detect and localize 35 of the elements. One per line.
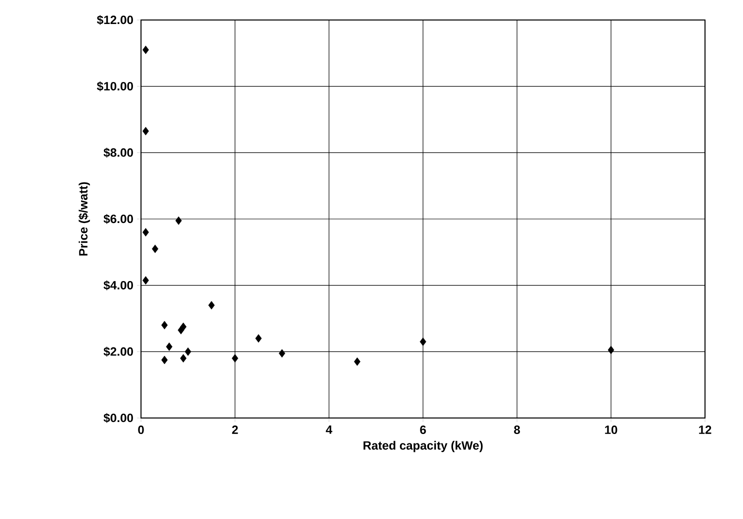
- y-tick-label: $0.00: [104, 413, 133, 423]
- point: [232, 354, 238, 362]
- point: [142, 126, 149, 136]
- point: [420, 338, 426, 346]
- point: [208, 301, 215, 310]
- y-tick-label: $6.00: [104, 214, 133, 224]
- point: [142, 276, 149, 285]
- x-tick-label: 2: [232, 426, 238, 434]
- y-tick-label: $2.00: [104, 346, 133, 357]
- point: [180, 322, 187, 331]
- y-axis-title: Price ($/watt): [78, 182, 90, 256]
- point: [142, 46, 149, 54]
- x-tick-label: 4: [326, 426, 332, 434]
- y-tick-label: $12.00: [96, 15, 133, 25]
- y-tick-label: $4.00: [104, 280, 133, 290]
- point: [608, 346, 614, 354]
- x-tick-label: 12: [699, 426, 712, 434]
- x-tick-label: 8: [514, 426, 520, 434]
- point: [161, 320, 168, 330]
- point: [278, 349, 286, 358]
- point: [161, 356, 168, 364]
- point: [152, 244, 158, 254]
- x-axis-title: Rated capacity (kWe): [364, 440, 483, 452]
- y-tick-label: $8.00: [104, 148, 133, 158]
- point: [354, 357, 360, 366]
- x-tick-label: 6: [420, 426, 426, 434]
- y-tick-label: $10.00: [96, 81, 133, 92]
- point: [255, 334, 262, 343]
- point: [184, 347, 192, 356]
- x-tick-label: 10: [605, 426, 618, 434]
- point: [175, 216, 182, 225]
- point: [180, 354, 187, 362]
- point: [142, 228, 149, 236]
- x-tick-label: 0: [138, 426, 144, 434]
- point: [166, 342, 172, 351]
